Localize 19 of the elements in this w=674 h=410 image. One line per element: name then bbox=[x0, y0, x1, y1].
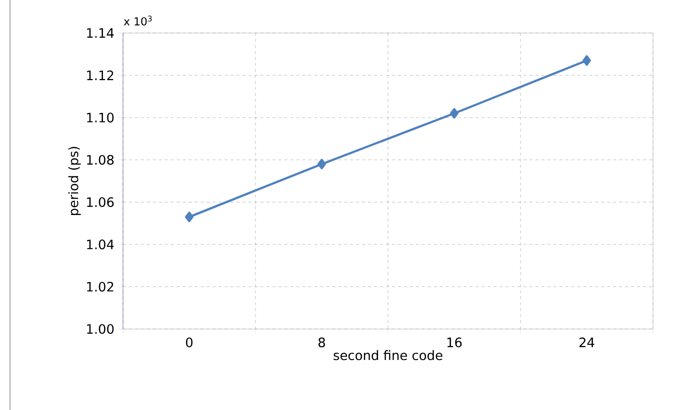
text: x 10$^{3}$ bbox=[124, 16, 152, 26]
x-tick-label: 16 bbox=[447, 338, 462, 348]
x-tick-label: 24 bbox=[579, 338, 594, 348]
point bbox=[582, 55, 591, 66]
y-tick-label: 1.00 bbox=[87, 324, 114, 334]
y-tick-label: 1.14 bbox=[87, 28, 114, 38]
point bbox=[450, 108, 458, 119]
x-axis-title: second fine code bbox=[334, 350, 442, 360]
point bbox=[318, 158, 326, 170]
y-tick-label: 1.10 bbox=[87, 112, 114, 122]
y-tick-label: 1.08 bbox=[87, 154, 114, 165]
y-tick-label: 1.12 bbox=[87, 70, 114, 80]
point bbox=[185, 212, 194, 222]
y-tick-label: 1.04 bbox=[87, 240, 114, 250]
y-tick-label: 1.06 bbox=[87, 197, 114, 208]
y-tick-label: 1.02 bbox=[87, 282, 114, 292]
y-axis-title: period (ps) bbox=[68, 146, 81, 216]
x-tick-label: 0 bbox=[186, 338, 193, 348]
x-tick-label: 8 bbox=[318, 338, 325, 348]
